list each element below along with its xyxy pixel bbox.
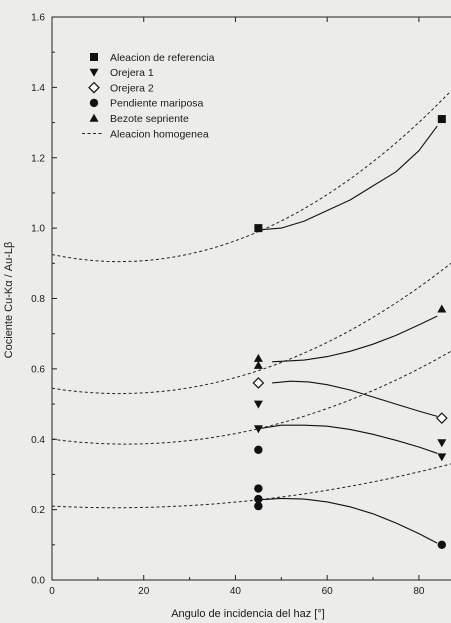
fit-curve bbox=[272, 315, 438, 363]
y-tick-label: 0.0 bbox=[31, 576, 45, 587]
legend-entry: Aleacion de referencia bbox=[110, 52, 215, 64]
curves bbox=[51, 90, 451, 544]
x-tick-label: 40 bbox=[230, 586, 242, 597]
y-tick-label: 0.4 bbox=[31, 435, 45, 446]
legend-marker-square bbox=[90, 53, 98, 61]
legend-entry: Pendiente mariposa bbox=[110, 98, 204, 110]
legend: Aleacion de referencia Orejera 1 Orejera 2… bbox=[82, 52, 215, 140]
data-point-triangle-up bbox=[437, 304, 447, 313]
data-point-circle bbox=[254, 494, 263, 504]
y-tick-label: 0.8 bbox=[31, 294, 45, 305]
fit-curve bbox=[258, 424, 438, 454]
homogeneous-curve bbox=[51, 463, 451, 509]
data-point-triangle-down bbox=[437, 439, 447, 448]
data-point-circle bbox=[437, 540, 447, 550]
legend-entry: Orejera 1 bbox=[110, 67, 154, 79]
data-point-circle bbox=[254, 484, 263, 493]
markers bbox=[252, 115, 448, 550]
legend-marker-triangle-up bbox=[89, 113, 99, 122]
fit-curve bbox=[258, 125, 438, 231]
data-point-triangle-down bbox=[437, 453, 447, 462]
homogeneous-curve bbox=[51, 350, 451, 445]
x-tick-label: 0 bbox=[49, 586, 55, 597]
data-point-diamond-open bbox=[252, 377, 265, 389]
legend-marker-triangle-down bbox=[89, 68, 99, 77]
data-point-diamond-open bbox=[435, 412, 448, 424]
data-point-triangle-up bbox=[253, 360, 263, 369]
x-tick-label: 20 bbox=[138, 586, 150, 597]
data-point-triangle-down bbox=[253, 400, 263, 409]
y-tick-label: 0.2 bbox=[31, 505, 45, 516]
homogeneous-curve bbox=[51, 262, 451, 395]
y-tick-label: 0.6 bbox=[31, 364, 45, 375]
data-point-circle bbox=[254, 445, 263, 455]
y-tick-label: 1.6 bbox=[31, 13, 45, 24]
fit-curve bbox=[272, 380, 438, 417]
y-tick-label: 1.2 bbox=[31, 153, 45, 164]
x-tick-label: 80 bbox=[413, 586, 425, 597]
y-axis-label: Cociente Cu-Kα / Au-Lβ bbox=[3, 242, 15, 359]
data-point-square bbox=[437, 115, 446, 124]
ticks: 0 20 40 60 80 0.0 0.2 0.4 0.6 0.8 1.0 1.2 1.4 1.6 bbox=[31, 13, 425, 598]
data-point-square bbox=[254, 224, 263, 233]
legend-marker-circle bbox=[89, 98, 99, 108]
legend-entry: Bezote sepriente bbox=[110, 113, 189, 125]
x-axis-label: Angulo de incidencia del haz [°] bbox=[171, 608, 325, 620]
homogeneous-curve bbox=[51, 90, 451, 263]
y-tick-label: 1.4 bbox=[31, 83, 45, 94]
legend-marker-diamond-open bbox=[88, 81, 100, 94]
legend-entry: Orejera 2 bbox=[110, 82, 154, 94]
data-point-triangle-down bbox=[253, 425, 263, 434]
data-point-triangle-up bbox=[253, 353, 263, 362]
data-point-circle bbox=[254, 501, 263, 511]
x-tick-label: 60 bbox=[322, 586, 334, 597]
y-tick-label: 1.0 bbox=[31, 224, 45, 235]
fit-curve bbox=[258, 497, 438, 544]
legend-entry: Aleacion homogenea bbox=[110, 128, 209, 140]
